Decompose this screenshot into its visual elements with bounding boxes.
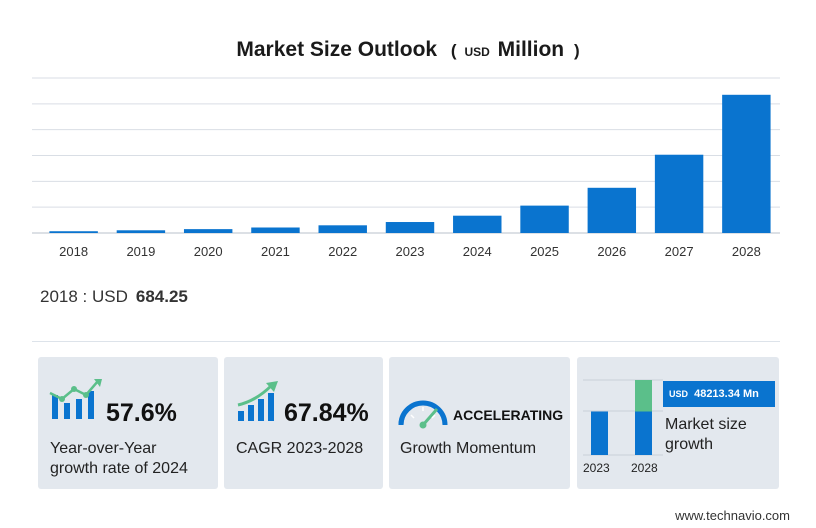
mini-bar-2023: [591, 411, 608, 455]
growth-momentum-card: ACCELERATING Growth Momentum: [389, 357, 570, 489]
market-desc-line2: growth: [665, 436, 714, 453]
title-unit: Million: [497, 38, 565, 61]
cagr-value: 67.84%: [284, 399, 369, 427]
mini-year-start: 2023: [583, 461, 610, 475]
title-currency: USD: [464, 45, 490, 59]
bar-2028: [722, 94, 771, 234]
chart-title: Market Size Outlook ( USD Million ): [0, 38, 816, 62]
market-size-growth-card: 2023 2028 USD 48213.34 Mn Market size gr…: [577, 357, 779, 489]
x-tick-label-2027: 2027: [665, 244, 694, 259]
market-size-badge: USD 48213.34 Mn: [663, 381, 775, 407]
market-size-description: Market size growth: [665, 415, 747, 455]
badge-value: 48213.34 Mn: [694, 388, 759, 400]
momentum-value: ACCELERATING: [453, 407, 564, 423]
rising-bars-icon: [237, 381, 278, 421]
title-paren-open: (: [450, 41, 457, 60]
yoy-growth-card: 57.6% Year-over-Year growth rate of 2024: [38, 357, 218, 489]
bar-2020: [183, 229, 233, 233]
footer-website: www.technavio.com: [675, 508, 790, 523]
market-size-bar-chart: 2018 2019 2020 2021 2022 2023 2024 2025 2026 2027…: [32, 77, 780, 259]
bar-2024: [453, 215, 502, 233]
x-tick-label-2025: 2025: [530, 244, 559, 259]
bar-2027: [654, 154, 704, 233]
cagr-card: 67.84% CAGR 2023-2028: [224, 357, 383, 489]
bar-2026: [587, 187, 637, 233]
yoy-growth-description: Year-over-Year growth rate of 2024: [50, 439, 188, 479]
x-tick-label-2022: 2022: [328, 244, 357, 259]
mini-bar-2028-base: [635, 411, 652, 455]
base-year-label: 2018 : USD: [40, 287, 128, 306]
bar-2021: [251, 227, 300, 233]
x-tick-label-2019: 2019: [126, 244, 155, 259]
section-divider: [32, 341, 780, 342]
bar-2018: [49, 231, 98, 233]
mini-year-end: 2028: [631, 461, 658, 475]
bar-2022: [318, 225, 367, 233]
bar-2025: [520, 205, 569, 233]
base-year-amount: 684.25: [135, 287, 188, 306]
yoy-desc-line2: growth rate of 2024: [50, 460, 188, 477]
cagr-description: CAGR 2023-2028: [236, 440, 364, 457]
chart-bars: [49, 94, 771, 234]
speedometer-icon: [398, 400, 448, 429]
base-year-value: 2018 : USD 684.25: [40, 287, 188, 307]
x-tick-label-2024: 2024: [463, 244, 492, 259]
momentum-description: Growth Momentum: [400, 440, 537, 457]
market-desc-line1: Market size: [665, 416, 747, 433]
chart-title-text: Market Size Outlook: [236, 38, 438, 61]
chart-x-tick-labels: 2018 2019 2020 2021 2022 2023 2024 2025 2026 2027…: [59, 244, 761, 259]
growth-chart-icon: [49, 379, 102, 419]
bar-2019: [116, 230, 166, 233]
x-tick-label-2018: 2018: [59, 244, 88, 259]
x-tick-label-2023: 2023: [396, 244, 425, 259]
x-tick-label-2026: 2026: [597, 244, 626, 259]
yoy-growth-value: 57.6%: [106, 399, 177, 427]
title-paren-close: ): [573, 41, 580, 60]
x-tick-label-2020: 2020: [194, 244, 223, 259]
mini-growth-chart: [583, 379, 663, 456]
x-tick-label-2028: 2028: [732, 244, 761, 259]
x-tick-label-2021: 2021: [261, 244, 290, 259]
mini-bar-2028-growth: [635, 380, 652, 412]
yoy-desc-line1: Year-over-Year: [50, 440, 157, 457]
badge-currency: USD: [669, 389, 689, 399]
bar-2023: [385, 222, 435, 233]
